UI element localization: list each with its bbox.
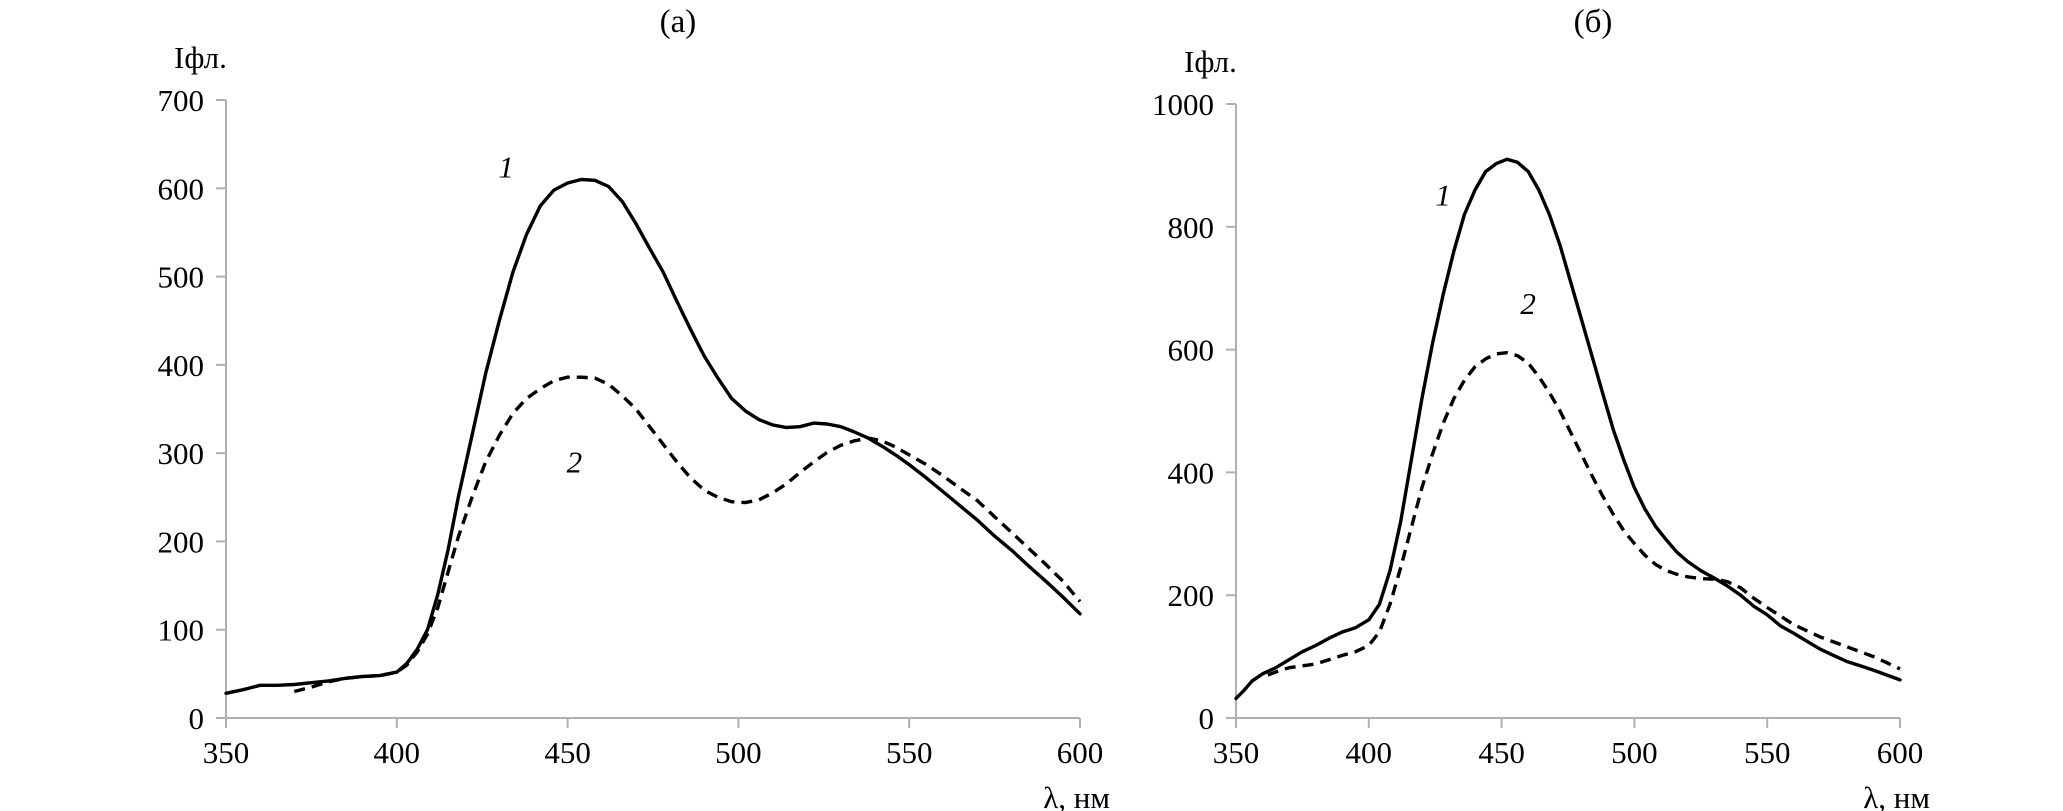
series-label-2: 2	[1520, 286, 1536, 321]
y-tick-label: 1000	[1152, 87, 1214, 122]
x-tick-label: 550	[1744, 735, 1791, 770]
y-tick-label: 800	[1168, 210, 1215, 245]
chart-panel-a: (а) Iфл. λ, нм 0 100 200 300 400 500 600 700 350…	[158, 4, 1111, 811]
y-axis-title: Iфл.	[174, 40, 227, 75]
y-tick-label: 500	[158, 260, 205, 295]
x-tick-label: 500	[1611, 735, 1658, 770]
y-axis-title: Iфл.	[1184, 44, 1237, 79]
series-line-1	[224, 177, 1082, 695]
x-tick-label: 500	[715, 735, 762, 770]
y-tick-label: 300	[158, 436, 205, 471]
series-label-2: 2	[567, 445, 583, 480]
x-tick-label: 600	[1877, 735, 1924, 770]
chart-panel-b: (б) Iфл. λ, нм 0 200 400 600 800 1000 350 400 45…	[1152, 4, 1930, 811]
y-tick-label: 400	[158, 348, 205, 383]
x-axis-title: λ, нм	[1863, 780, 1930, 811]
y-tick-label: 400	[1168, 455, 1215, 490]
series-line-1	[1234, 157, 1902, 701]
y-tick-label: 200	[1168, 578, 1215, 613]
y-tick-label: 600	[158, 171, 205, 206]
y-tick-label: 700	[158, 83, 205, 118]
y-tick-label: 100	[158, 613, 205, 648]
y-tick-label: 600	[1168, 333, 1215, 368]
series-line-2	[293, 375, 1082, 694]
x-tick-label: 450	[1478, 735, 1525, 770]
y-tick-label: 0	[189, 701, 205, 736]
series-label-1: 1	[1435, 177, 1451, 212]
x-tick-label: 400	[1346, 735, 1393, 770]
x-tick-label: 600	[1057, 735, 1104, 770]
x-tick-label: 400	[374, 735, 421, 770]
panel-label: (а)	[660, 4, 697, 40]
series-label-1: 1	[498, 150, 514, 185]
x-tick-label: 350	[1213, 735, 1260, 770]
x-tick-label: 350	[203, 735, 250, 770]
y-tick-label: 0	[1199, 701, 1215, 736]
x-tick-label: 550	[886, 735, 933, 770]
series-line-2	[1267, 351, 1901, 677]
y-tick-label: 200	[158, 524, 205, 559]
panel-label: (б)	[1574, 4, 1613, 40]
x-axis-title: λ, нм	[1043, 780, 1110, 811]
x-tick-label: 450	[544, 735, 591, 770]
